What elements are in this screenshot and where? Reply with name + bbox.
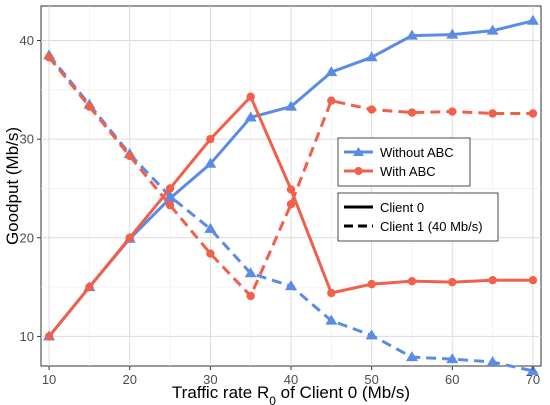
data-point [325,314,338,325]
data-point [325,66,338,77]
data-point [246,92,255,101]
data-point [365,329,378,340]
data-point [204,157,217,168]
data-point [206,134,215,144]
y-tick-label: 40 [20,33,34,48]
data-point [244,267,257,278]
data-point [125,151,134,161]
x-tick-label: 50 [364,372,378,387]
data-point [407,276,417,286]
x-axis-title: Traffic rate R0 of Client 0 (Mb/s) [172,383,410,405]
x-tick-label: 60 [445,372,459,387]
data-point [85,282,94,292]
data-point [448,107,457,116]
data-point [285,280,297,291]
legend-without-abc-label: Without ABC [380,145,454,160]
data-point [285,100,297,111]
x-tick-label: 20 [122,372,136,387]
series-layer [43,14,539,375]
grid-lines [41,6,541,366]
legend-client0-label: Client 0 [380,200,424,215]
data-point [365,51,378,62]
y-tick-label: 30 [20,132,34,147]
data-point [488,109,497,118]
tick-layer: 10 20 30 40 50 60 70 10 20 30 40 [20,33,541,387]
data-point [486,24,499,35]
series-2 [44,92,538,341]
data-point [85,102,94,111]
data-point [327,96,336,105]
legend-client1-label: Client 1 (40 Mb/s) [380,219,483,234]
legend-with-abc-label: With ABC [380,164,436,179]
data-point [367,279,376,289]
legend-series: Without ABC With ABC [337,137,471,187]
data-point [165,201,175,210]
data-point [44,332,54,341]
x-tick-label: 30 [203,372,217,387]
data-point [405,29,418,40]
data-point [405,351,418,362]
y-axis-title: Goodput (Mb/s) [3,127,22,245]
data-point [488,275,497,285]
legend-client-box [337,192,499,242]
data-point [367,105,376,114]
x-tick-label: 40 [284,372,298,387]
data-point [164,190,177,201]
data-point [486,356,499,367]
data-point [44,53,54,62]
data-point [528,109,538,118]
data-point [327,288,336,298]
data-point [204,222,217,233]
data-point [446,28,459,39]
legend-series-box [337,137,471,187]
data-point [526,14,539,25]
x-tick-label: 10 [42,372,56,387]
data-point [165,184,175,193]
x-axis-title-sub: 0 [269,394,276,405]
y-tick-label: 20 [20,230,34,245]
data-point [528,275,538,285]
data-point [246,291,255,301]
series-3 [44,53,538,301]
data-point [206,249,215,258]
y-tick-label: 10 [20,329,34,344]
data-point [448,277,457,287]
legend-client: Client 0 Client 1 (40 Mb/s) [337,192,499,242]
x-tick-label: 70 [526,372,540,387]
data-point [286,200,296,209]
x-axis-title-rest: of Client 0 (Mb/s) [276,383,410,402]
data-point [286,185,296,194]
data-point [407,108,417,117]
data-point [125,233,134,242]
legend-without-abc-marker [353,147,364,156]
data-point [244,111,257,122]
data-point [446,353,459,364]
legend-with-abc-marker [354,167,363,175]
x-axis-title-main: Traffic rate R [172,383,269,402]
